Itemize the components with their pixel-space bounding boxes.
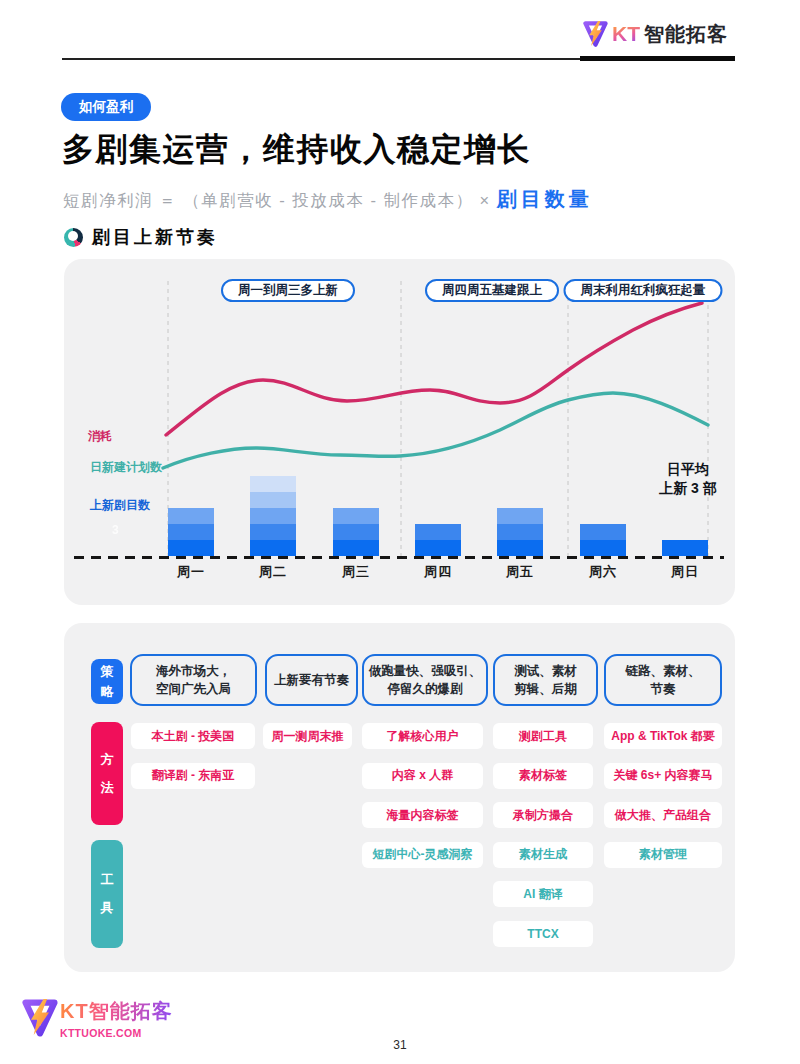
x-axis-label: 周五	[506, 563, 534, 581]
x-axis-label: 周四	[424, 563, 452, 581]
bar-segment	[333, 508, 379, 524]
strategy-box-3: 做跑量快、强吸引、 停留久的爆剧	[362, 654, 488, 706]
bar-segment	[333, 540, 379, 556]
topic-badge: 如何盈利	[61, 93, 151, 121]
bar-segment	[250, 476, 296, 492]
lightning-triangle-icon	[583, 20, 608, 48]
x-axis-label: 周二	[259, 563, 287, 581]
header-rule-thin	[62, 58, 580, 60]
row-label-tool: 工具	[91, 840, 123, 948]
bar-segment	[250, 524, 296, 540]
chip-method: 测剧工具	[493, 723, 593, 749]
page-number: 31	[0, 1038, 800, 1052]
bar-segment	[168, 540, 214, 556]
strategy-box-1: 海外市场大， 空间广先入局	[130, 654, 257, 706]
brand-logo-top: KT智能拓客	[583, 20, 728, 48]
formula-gray: 短剧净利润 ＝ （单剧营收 - 投放成本 - 制作成本） ×	[63, 191, 491, 209]
brand-kt: KT	[612, 22, 640, 46]
chip-method: 做大推、产品组合	[604, 802, 722, 828]
brand-cn: 智能拓客	[644, 21, 728, 48]
phase-pill: 周末利用红利疯狂起量	[564, 279, 723, 302]
x-axis-label: 周三	[342, 563, 370, 581]
bar-segment	[497, 508, 543, 524]
chip-tool: 素材管理	[604, 842, 722, 868]
chip-method: 海量内容标签	[362, 802, 483, 828]
row-label-method: 方法	[91, 722, 123, 825]
average-note: 日平均 上新 3 部	[624, 460, 752, 498]
bar-segment	[662, 540, 708, 556]
chip-method: 本土剧 - 投美国	[131, 723, 255, 749]
bar-segment	[580, 524, 626, 540]
chip-method: 翻译剧 - 东南亚	[131, 763, 255, 789]
brand-name: KT智能拓客	[60, 998, 173, 1025]
bar-segment	[415, 540, 461, 556]
bar-segment	[415, 524, 461, 540]
chip-method: 内容 x 人群	[362, 763, 483, 789]
section-title: 剧目上新节奏	[92, 225, 218, 249]
header-rule-thick	[580, 56, 735, 61]
lightning-triangle-icon	[22, 998, 58, 1038]
x-axis-label: 周六	[589, 563, 617, 581]
chip-method: 素材标签	[493, 763, 593, 789]
trend-line-消耗	[166, 303, 702, 435]
chip-method: 关键 6s+ 内容赛马	[604, 763, 722, 789]
trend-line-日新建计划数	[163, 393, 708, 468]
bar-segment	[580, 540, 626, 556]
chip-method: App & TikTok 都要	[604, 723, 722, 749]
release-rhythm-chart-panel: 周一到周三多上新 周四周五基建跟上周末利用红利疯狂起量 消耗 日新建计划数 上新剧…	[64, 259, 735, 605]
x-axis-labels: 周一 周二 周三 周四 周五 周六 周日	[64, 563, 735, 583]
chip-tool: 素材生成	[493, 842, 593, 868]
series-label-consumption: 消耗	[88, 428, 112, 445]
strategy-box-2: 上新要有节奏	[265, 654, 358, 706]
chip-method: 周一测周末推	[263, 723, 352, 749]
section-header: 剧目上新节奏	[64, 225, 218, 249]
chip-method: 承制方撮合	[493, 802, 593, 828]
bar-segment	[250, 492, 296, 508]
chip-tool: TTCX	[493, 921, 593, 947]
bar-segment	[168, 524, 214, 540]
page-title: 多剧集运营，维持收入稳定增长	[62, 128, 531, 172]
section-logo-icon	[64, 228, 83, 247]
bar-segment	[497, 540, 543, 556]
series-label-new-plans: 日新建计划数	[90, 459, 162, 476]
bar-segment	[168, 508, 214, 524]
faint-mark: 3	[112, 523, 119, 537]
bar-segment	[250, 508, 296, 524]
chart-canvas	[64, 259, 735, 605]
chip-method: 了解核心用户	[362, 723, 483, 749]
strategy-box-5: 链路、素材、 节奏	[604, 654, 722, 706]
formula-highlight: 剧目数量	[497, 188, 593, 210]
strategy-matrix-panel: 策略 方法 工具 海外市场大， 空间广先入局 上新要有节奏 做跑量快、强吸引、 …	[64, 623, 735, 972]
x-axis-label: 周一	[177, 563, 205, 581]
chip-tool: AI 翻译	[493, 881, 593, 907]
row-label-strategy: 策略	[91, 659, 123, 704]
series-label-new-dramas: 上新剧目数	[90, 497, 150, 514]
bar-segment	[497, 524, 543, 540]
bar-segment	[333, 524, 379, 540]
phase-pill: 周四周五基建跟上	[425, 279, 559, 302]
brand-logo-bottom: KT智能拓客 KTTUOKE.COM	[22, 998, 173, 1039]
x-axis-label: 周日	[671, 563, 699, 581]
profit-formula: 短剧净利润 ＝ （单剧营收 - 投放成本 - 制作成本） × 剧目数量	[63, 186, 593, 213]
strategy-box-4: 测试、素材 剪辑、后期	[493, 654, 598, 706]
phase-pill: 周一到周三多上新	[221, 279, 355, 302]
bar-segment	[250, 540, 296, 556]
chip-tool: 短剧中心-灵感洞察	[362, 842, 483, 868]
